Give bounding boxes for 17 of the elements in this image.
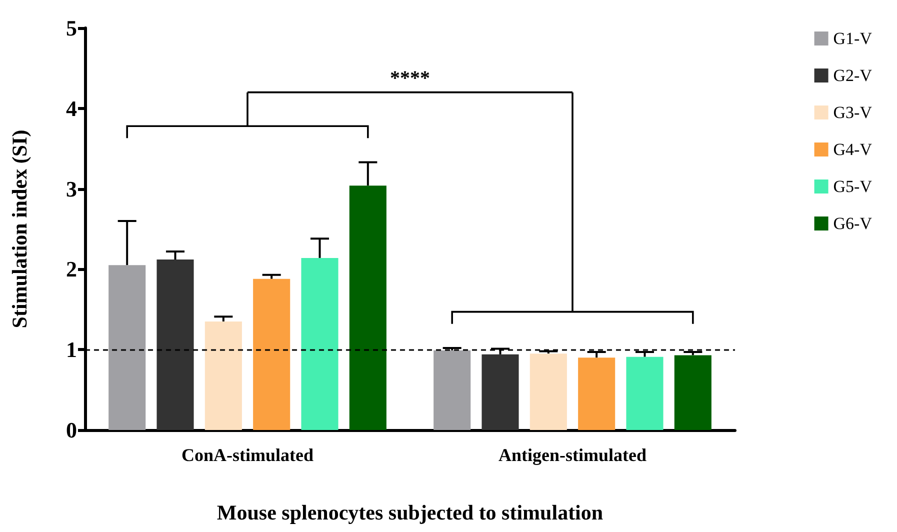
x-axis-title: Mouse splenocytes subjected to stimulation xyxy=(216,500,604,524)
y-tick-label: 5 xyxy=(66,16,77,40)
legend-label: G2-V xyxy=(833,66,873,85)
legend-label: G3-V xyxy=(833,103,873,122)
x-tick-label: Antigen-stimulated xyxy=(498,445,646,465)
legend-label: G6-V xyxy=(833,214,873,233)
legend-label: G5-V xyxy=(833,177,873,196)
y-axis-title: Stimulation index (SI) xyxy=(8,130,32,328)
y-tick-label: 0 xyxy=(66,418,77,442)
y-tick-label: 2 xyxy=(66,256,77,282)
x-tick-label: ConA-stimulated xyxy=(181,445,314,465)
y-tick-label: 4 xyxy=(66,96,77,121)
y-tick-label: 3 xyxy=(66,176,77,202)
annotation: **** xyxy=(390,67,430,90)
legend-label: G1-V xyxy=(833,29,873,48)
y-tick-label: 1 xyxy=(66,337,77,362)
legend-label: G4-V xyxy=(833,140,873,159)
